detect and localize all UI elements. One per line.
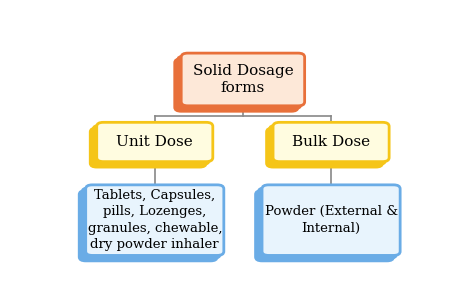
FancyBboxPatch shape — [79, 191, 217, 261]
FancyBboxPatch shape — [90, 128, 206, 167]
FancyBboxPatch shape — [269, 125, 385, 164]
FancyBboxPatch shape — [255, 191, 393, 261]
FancyBboxPatch shape — [178, 56, 301, 109]
FancyBboxPatch shape — [97, 122, 213, 162]
FancyBboxPatch shape — [266, 128, 383, 167]
Text: Powder (External &
Internal): Powder (External & Internal) — [264, 205, 398, 235]
FancyBboxPatch shape — [181, 53, 305, 106]
FancyBboxPatch shape — [258, 188, 396, 258]
Text: Bulk Dose: Bulk Dose — [292, 135, 370, 149]
Text: Solid Dosage
forms: Solid Dosage forms — [192, 64, 293, 95]
Text: Unit Dose: Unit Dose — [117, 135, 193, 149]
FancyBboxPatch shape — [86, 185, 224, 255]
FancyBboxPatch shape — [262, 185, 400, 255]
FancyBboxPatch shape — [273, 122, 389, 162]
FancyBboxPatch shape — [82, 188, 220, 258]
FancyBboxPatch shape — [174, 59, 298, 111]
FancyBboxPatch shape — [93, 125, 209, 164]
Text: Tablets, Capsules,
pills, Lozenges,
granules, chewable,
dry powder inhaler: Tablets, Capsules, pills, Lozenges, gran… — [88, 189, 222, 251]
